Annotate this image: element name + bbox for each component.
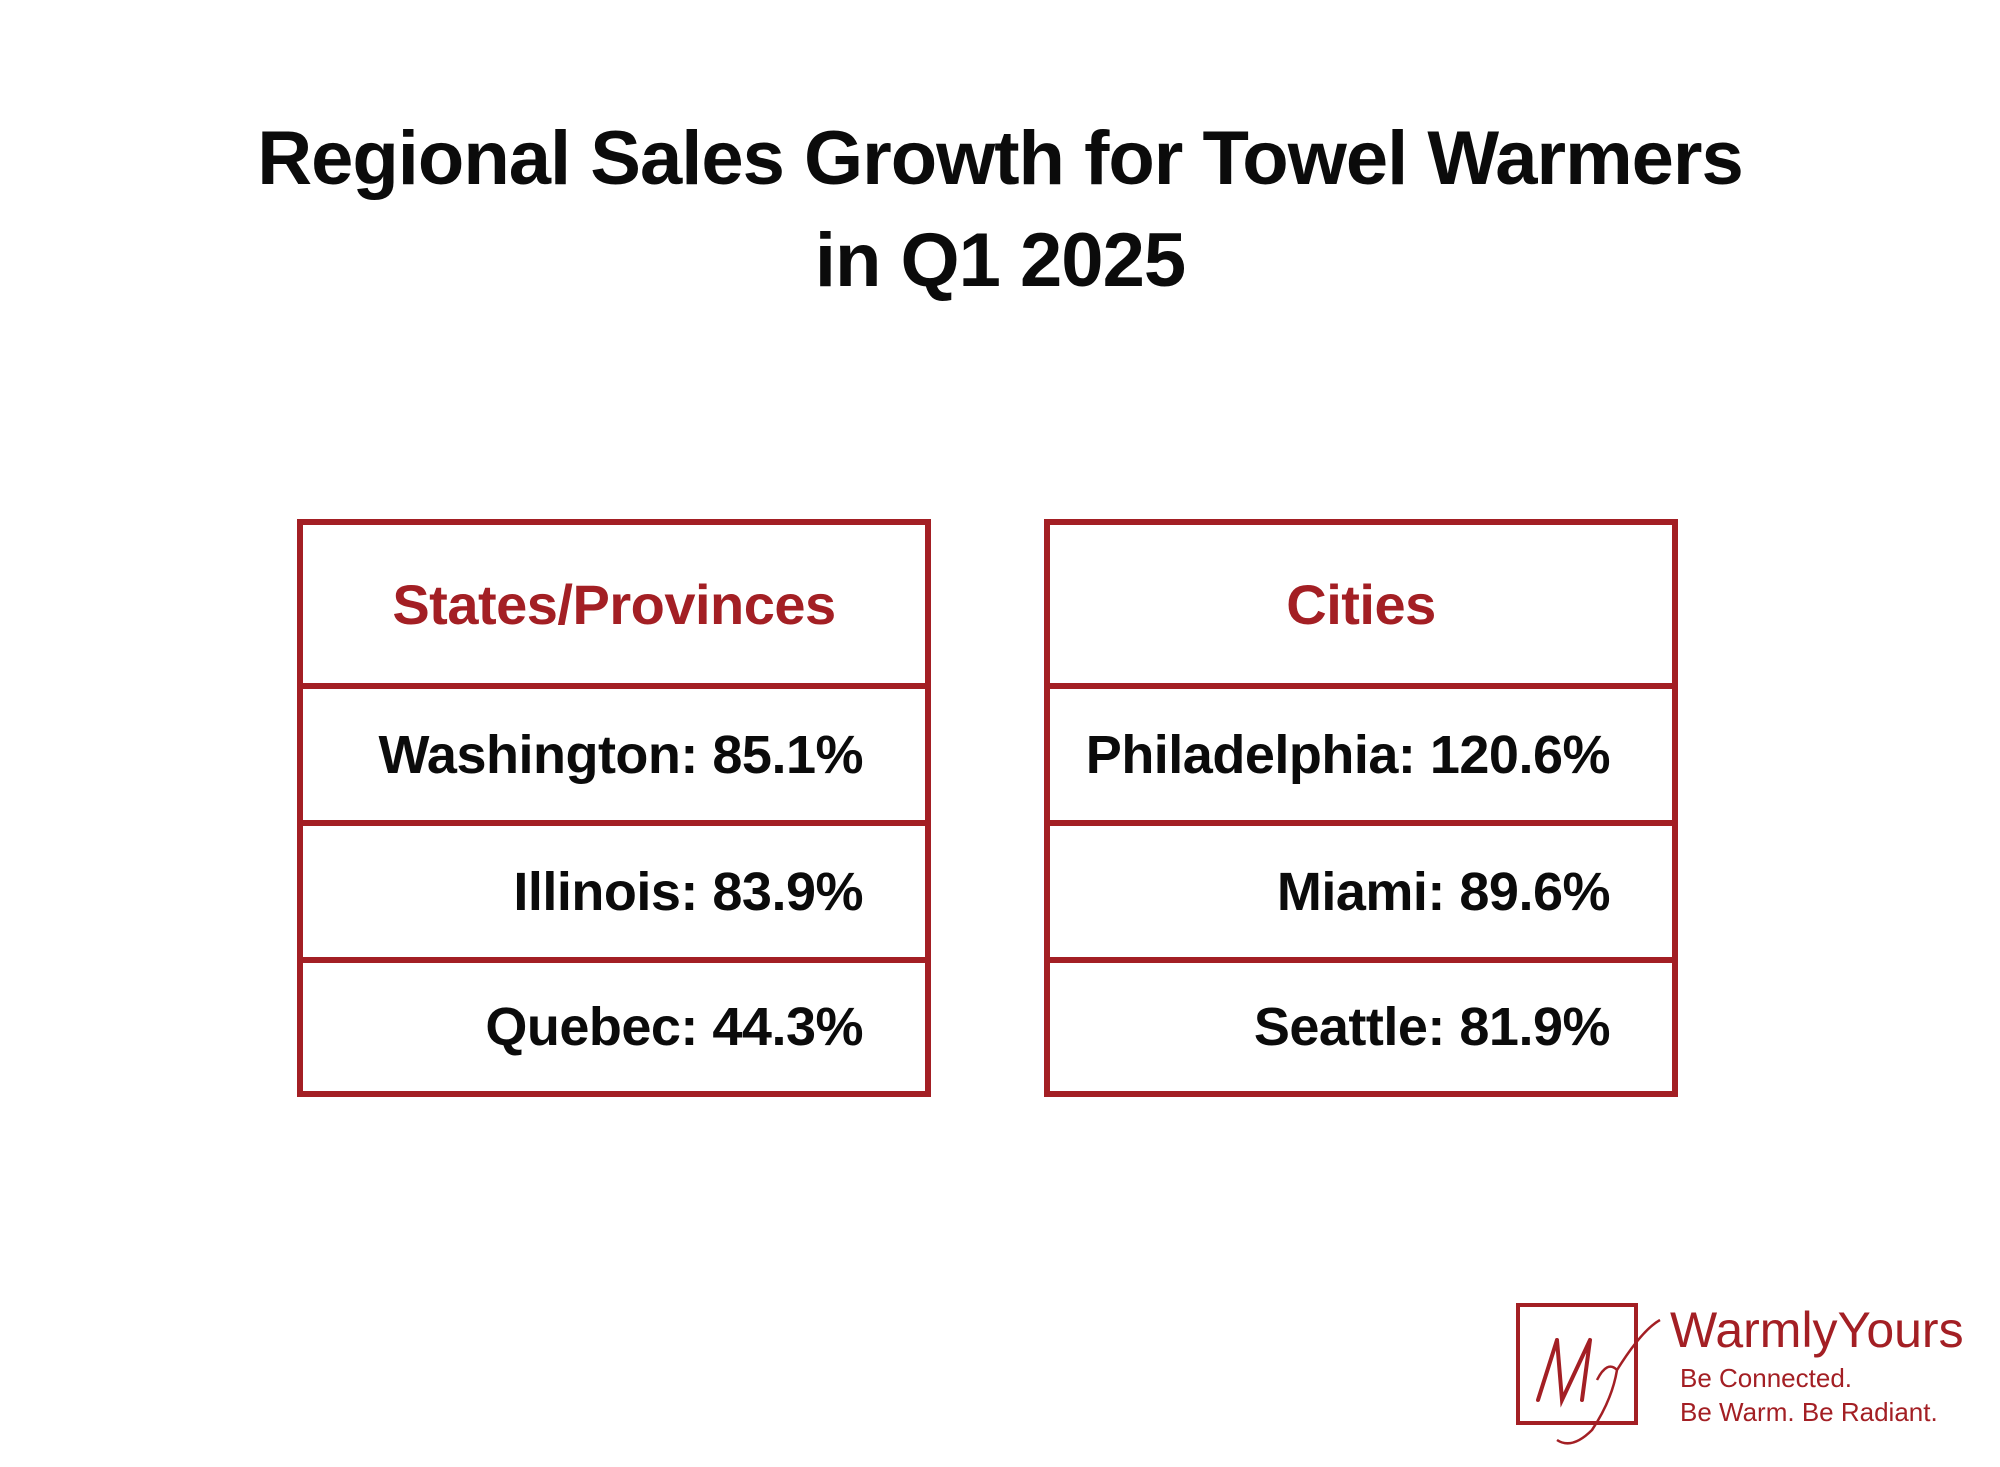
table-header: States/Provinces bbox=[303, 525, 925, 689]
title-line-1: Regional Sales Growth for Towel Warmers bbox=[257, 116, 1744, 201]
table-header: Cities bbox=[1050, 525, 1672, 689]
table-row: Seattle: 81.9% bbox=[1253, 997, 1611, 1057]
table-row: Miami: 89.6% bbox=[1050, 826, 1672, 963]
table-row: Illinois: 83.9% bbox=[303, 826, 925, 963]
states-provinces-table: States/Provinces Washington: 85.1% Illin… bbox=[297, 519, 931, 1097]
page-title: Regional Sales Growth for Towel Warmers … bbox=[0, 108, 2000, 312]
cities-table: Cities Philadelphia: 120.6% Miami: 89.6%… bbox=[1044, 519, 1678, 1097]
title-line-2: in Q1 2025 bbox=[814, 218, 1186, 303]
warmlyyours-logo: WarmlyYours Be Connected. Be Warm. Be Ra… bbox=[1512, 1300, 1992, 1460]
tagline-1: Be Connected. bbox=[1680, 1363, 1853, 1393]
wy-monogram-icon bbox=[1516, 1303, 1661, 1445]
table-row: Washington: 85.1% bbox=[303, 689, 925, 826]
table-row: Quebec: 44.3% bbox=[485, 997, 863, 1057]
tagline-2: Be Warm. Be Radiant. bbox=[1680, 1397, 1938, 1427]
table-row: Philadelphia: 120.6% bbox=[1050, 689, 1672, 826]
brand-name: WarmlyYours bbox=[1670, 1302, 1964, 1358]
